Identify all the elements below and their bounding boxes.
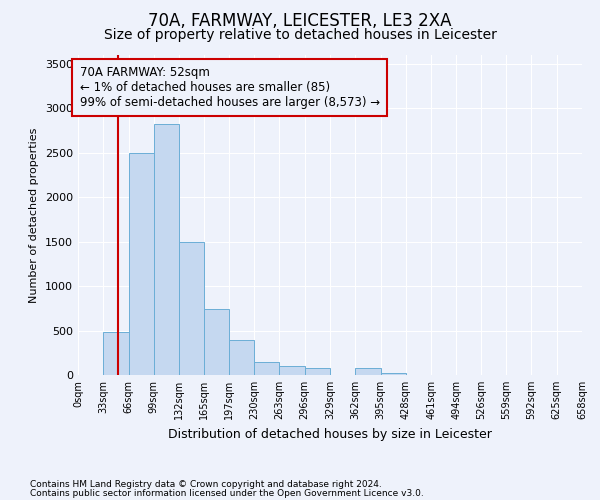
Text: Contains public sector information licensed under the Open Government Licence v3: Contains public sector information licen… — [30, 488, 424, 498]
Bar — [154, 124, 179, 375]
Text: 70A, FARMWAY, LEICESTER, LE3 2XA: 70A, FARMWAY, LEICESTER, LE3 2XA — [148, 12, 452, 30]
Bar — [128, 153, 154, 375]
Bar — [229, 340, 254, 375]
Text: Contains HM Land Registry data © Crown copyright and database right 2024.: Contains HM Land Registry data © Crown c… — [30, 480, 382, 489]
Bar — [355, 368, 380, 375]
X-axis label: Distribution of detached houses by size in Leicester: Distribution of detached houses by size … — [168, 428, 492, 440]
Bar — [179, 242, 205, 375]
Bar — [280, 366, 305, 375]
Text: 70A FARMWAY: 52sqm
← 1% of detached houses are smaller (85)
99% of semi-detached: 70A FARMWAY: 52sqm ← 1% of detached hous… — [80, 66, 380, 108]
Bar — [254, 362, 280, 375]
Bar — [380, 373, 406, 375]
Bar — [205, 309, 229, 375]
Bar — [103, 332, 128, 375]
Text: Size of property relative to detached houses in Leicester: Size of property relative to detached ho… — [104, 28, 496, 42]
Bar — [305, 368, 330, 375]
Y-axis label: Number of detached properties: Number of detached properties — [29, 128, 40, 302]
